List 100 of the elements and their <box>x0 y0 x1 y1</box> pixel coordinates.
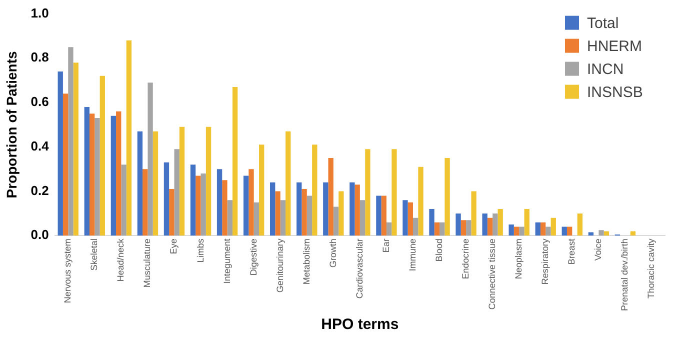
bar <box>227 200 232 236</box>
bar <box>116 111 122 236</box>
bar <box>174 149 180 236</box>
bar <box>243 176 249 236</box>
y-tick-label: 0.2 <box>30 182 49 198</box>
x-tick-label: Connective tissue <box>487 238 498 310</box>
bar <box>137 131 143 236</box>
x-tick-label: Endocrine <box>460 238 471 280</box>
bar <box>376 196 382 236</box>
bar <box>524 209 530 236</box>
bar <box>550 218 556 236</box>
bar <box>323 182 328 236</box>
bar <box>456 213 461 236</box>
y-tick-label: 1.0 <box>30 5 49 20</box>
bar <box>100 76 106 236</box>
bar <box>270 182 276 236</box>
bar <box>386 222 392 236</box>
bar <box>434 222 440 236</box>
y-tick-label: 0.4 <box>30 138 50 154</box>
legend-label: INSNSB <box>587 84 643 101</box>
bar <box>498 209 503 236</box>
bar <box>222 180 228 236</box>
y-axis-title: Proportion of Patients <box>3 51 20 198</box>
x-tick-label: Prenatal dev./birth <box>620 238 630 311</box>
bar <box>338 191 344 236</box>
bar <box>365 149 370 236</box>
bar <box>89 114 95 236</box>
x-tick-label: Skeletal <box>89 238 100 271</box>
y-tick-label: 0.0 <box>30 227 49 242</box>
bar <box>73 62 78 236</box>
bar <box>408 202 413 236</box>
x-tick-label: Cardiovascular <box>354 238 364 299</box>
bar <box>350 182 355 236</box>
legend-label: INCN <box>587 60 624 78</box>
bar <box>259 144 264 236</box>
bar <box>360 200 366 236</box>
bar <box>62 94 68 236</box>
bar <box>169 189 174 236</box>
bar <box>466 220 472 236</box>
bar <box>535 222 540 236</box>
x-tick-label: Respiratory <box>540 238 550 285</box>
bar <box>126 40 132 236</box>
x-tick-label: Growth <box>328 238 338 268</box>
bar <box>280 200 286 236</box>
bar <box>190 164 196 236</box>
bar <box>164 162 170 236</box>
bar <box>152 131 158 236</box>
bar <box>392 149 397 236</box>
x-tick-label: Genitourinary <box>274 238 285 293</box>
bar <box>487 218 493 236</box>
bar <box>402 200 408 236</box>
bar <box>206 126 212 236</box>
bar <box>296 182 302 236</box>
bar <box>275 191 280 236</box>
x-tick-label: Breast <box>566 238 577 265</box>
bar <box>312 144 318 236</box>
x-tick-label: Head/neck <box>116 238 126 282</box>
bar <box>354 184 360 236</box>
x-tick-label: Ear <box>380 238 391 253</box>
bar <box>519 226 524 236</box>
bar <box>429 209 434 236</box>
x-tick-label: Musculature <box>142 238 152 288</box>
bar <box>418 166 424 236</box>
bar <box>286 131 291 236</box>
y-tick-label: 0.6 <box>30 94 49 110</box>
bar <box>254 202 259 236</box>
bar <box>121 164 126 236</box>
x-tick-label: Neoplasm <box>514 238 524 280</box>
bar <box>492 213 498 236</box>
x-tick-label: Integument <box>222 238 232 284</box>
bar <box>566 226 572 236</box>
bar <box>216 169 222 236</box>
bar <box>630 231 636 236</box>
bar <box>577 213 582 236</box>
bar <box>444 158 450 236</box>
bar <box>412 218 418 236</box>
y-tick-label: 0.8 <box>30 50 49 65</box>
x-tick-label: Eye <box>168 238 179 254</box>
x-tick-label: Nervous system <box>62 238 73 304</box>
bar <box>68 47 74 236</box>
bar <box>604 231 610 236</box>
x-tick-label: Thoracic cavity <box>646 238 656 299</box>
bar <box>482 213 488 236</box>
bar <box>248 169 254 236</box>
bar <box>84 106 90 236</box>
bar <box>546 226 551 236</box>
x-tick-label: Limbs <box>195 238 206 263</box>
bar <box>94 118 100 236</box>
bar <box>460 220 466 236</box>
x-tick-label: Voice <box>593 238 604 261</box>
x-tick-label: Blood <box>434 238 444 262</box>
bar <box>440 222 445 236</box>
x-axis-title: HPO terms <box>321 316 399 334</box>
bar <box>148 82 153 236</box>
bar <box>302 189 307 236</box>
bar <box>142 169 148 236</box>
x-tick-label: Metabolism <box>301 238 312 285</box>
bar <box>306 196 312 236</box>
x-tick-label: Immune <box>407 238 418 272</box>
bar <box>328 158 334 236</box>
